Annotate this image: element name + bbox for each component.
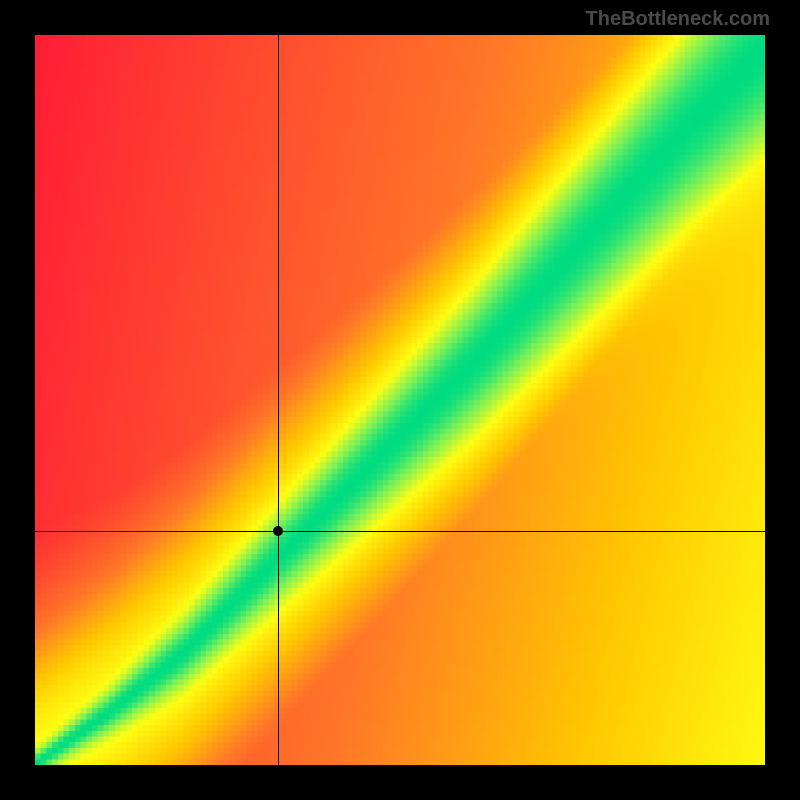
crosshair-vertical (278, 35, 279, 765)
marker-dot (273, 526, 283, 536)
heatmap-plot (35, 35, 765, 765)
watermark-text: TheBottleneck.com (586, 8, 770, 31)
heatmap-canvas (35, 35, 765, 765)
crosshair-horizontal (35, 531, 765, 532)
